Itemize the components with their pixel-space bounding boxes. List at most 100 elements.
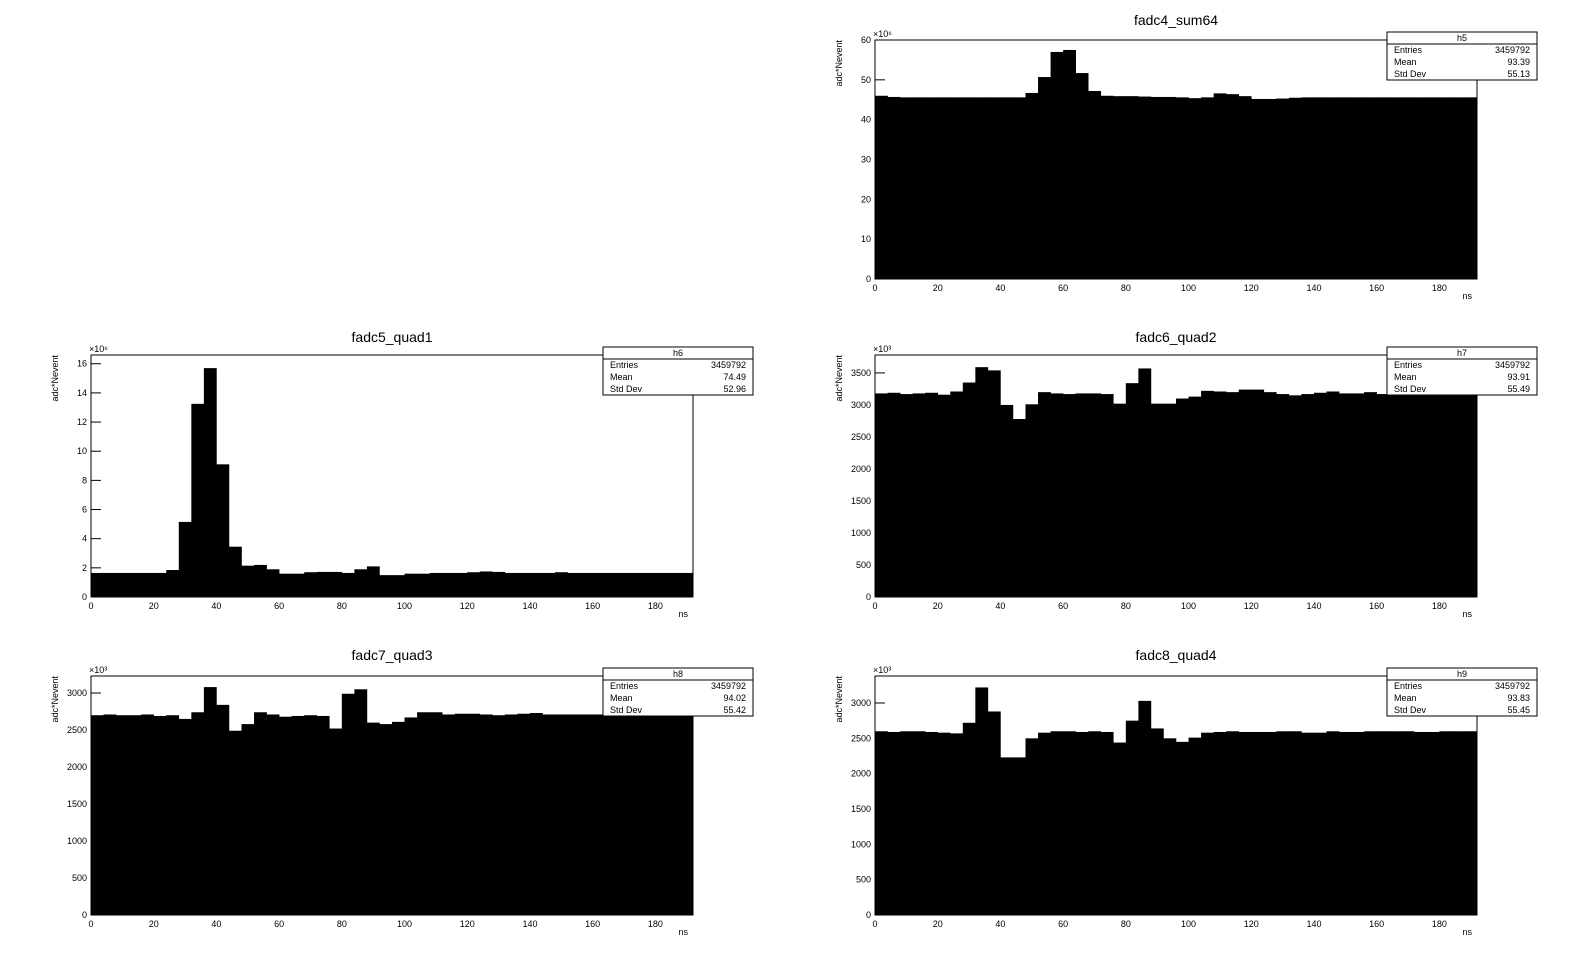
bin	[630, 714, 644, 915]
bin	[279, 573, 292, 597]
bin	[1000, 757, 1014, 915]
bin	[580, 714, 593, 915]
bin	[216, 704, 230, 915]
stats-value: 3459792	[711, 681, 746, 691]
chart-title: fadc6_quad2	[1136, 329, 1217, 345]
y-tick-label: 10	[77, 446, 87, 456]
bin	[366, 566, 380, 597]
bin	[341, 693, 355, 915]
stats-name: h5	[1457, 33, 1467, 43]
stats-value: 3459792	[711, 360, 746, 370]
stats-box	[602, 667, 754, 717]
bin	[1276, 394, 1290, 597]
stats-name: h9	[1457, 669, 1467, 679]
bin	[91, 572, 104, 597]
x-axis-title: ns	[1462, 609, 1472, 619]
bin	[1113, 96, 1127, 279]
bin	[316, 715, 330, 915]
y-tick-label: 1000	[67, 836, 87, 846]
x-tick-label: 20	[933, 283, 943, 293]
bin	[1401, 97, 1415, 279]
stats-label: Mean	[610, 372, 633, 382]
bin	[617, 714, 631, 915]
bin	[1439, 394, 1453, 597]
bin	[1276, 98, 1290, 280]
bin	[153, 572, 167, 597]
x-tick-label: 40	[211, 601, 221, 611]
bin	[329, 571, 343, 597]
y-multiplier: ×10⁶	[873, 29, 892, 39]
x-tick-label: 80	[1121, 601, 1131, 611]
stats-label: Entries	[610, 360, 639, 370]
bin	[875, 95, 888, 280]
bin	[1389, 394, 1403, 597]
bin	[975, 687, 989, 915]
bin	[1213, 731, 1227, 915]
bin	[1364, 97, 1377, 279]
y-tick-label: 1000	[851, 839, 871, 849]
bin	[517, 572, 531, 597]
bin	[912, 393, 926, 597]
bin	[254, 564, 267, 597]
bin	[1263, 731, 1277, 915]
bin	[191, 403, 205, 597]
bin	[605, 572, 619, 597]
bin	[442, 714, 456, 915]
bin	[1464, 394, 1478, 597]
x-tick-label: 20	[933, 601, 943, 611]
bin	[379, 724, 393, 915]
bin	[1150, 728, 1164, 915]
y-tick-label: 16	[77, 359, 87, 369]
bin	[116, 572, 129, 597]
bin	[1012, 419, 1026, 597]
stats-name: h8	[673, 669, 683, 679]
bin	[1163, 738, 1177, 915]
y-tick-label: 0	[866, 592, 871, 602]
bin	[937, 97, 951, 279]
y-tick-label: 0	[82, 592, 87, 602]
bin	[392, 721, 405, 915]
bin	[555, 572, 568, 597]
bin	[1251, 389, 1265, 597]
bin	[1213, 93, 1227, 279]
bin	[1414, 731, 1428, 915]
bin	[354, 569, 368, 597]
bin	[1376, 731, 1390, 915]
bin	[404, 717, 418, 915]
x-tick-label: 140	[522, 919, 537, 929]
frame	[874, 354, 1478, 598]
x-tick-label: 100	[1181, 601, 1196, 611]
bin	[1263, 392, 1277, 597]
x-tick-label: 160	[1369, 919, 1384, 929]
bin	[680, 572, 694, 597]
bin	[1414, 97, 1428, 279]
chart-title: fadc5_quad1	[352, 329, 433, 345]
bin	[1213, 391, 1227, 597]
bin	[329, 728, 343, 915]
bin	[392, 575, 405, 597]
bin	[1326, 731, 1340, 915]
x-tick-label: 80	[337, 601, 347, 611]
bin	[417, 573, 430, 597]
bin	[178, 521, 192, 597]
bin	[153, 715, 167, 915]
bin	[1238, 96, 1252, 279]
stats-label: Mean	[1394, 57, 1417, 67]
bin	[479, 571, 493, 597]
x-tick-label: 120	[1244, 919, 1259, 929]
bin	[950, 97, 964, 279]
bin	[655, 714, 669, 915]
bin	[887, 731, 901, 915]
x-tick-label: 0	[872, 919, 877, 929]
x-tick-label: 60	[1058, 283, 1068, 293]
stats-value: 3459792	[1495, 681, 1530, 691]
x-tick-label: 120	[1244, 601, 1259, 611]
bin	[900, 731, 913, 915]
x-tick-label: 40	[995, 601, 1005, 611]
bin	[1276, 731, 1290, 915]
stats-label: Entries	[610, 681, 639, 691]
y-axis-title: adc*Nevent	[834, 40, 844, 87]
bin	[467, 713, 481, 915]
bin	[1401, 731, 1415, 915]
bin	[1113, 403, 1127, 597]
